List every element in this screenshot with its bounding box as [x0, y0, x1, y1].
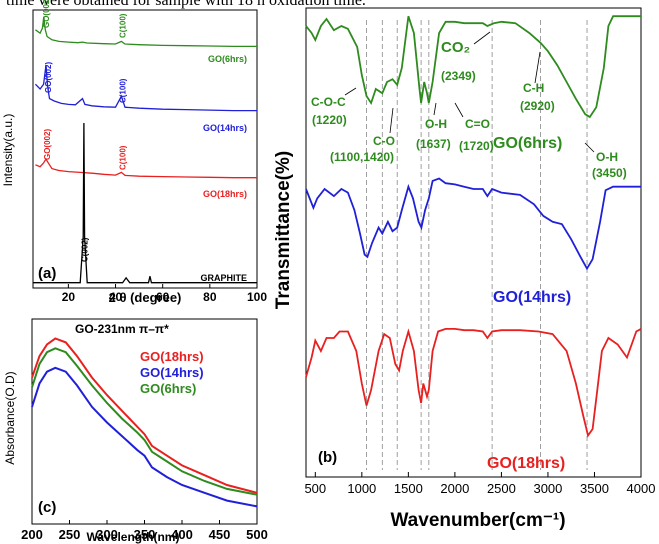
panel-b-annotation-value: (1637)	[416, 137, 451, 151]
panel-b-annotation-value: (1100,1420)	[330, 150, 394, 164]
panel-a-series-line	[35, 157, 257, 179]
panel-b-annotation-arrow	[389, 107, 394, 134]
panel-a-series-label: GO(6hrs)	[208, 54, 247, 64]
panel-a-series-label: GO(14hrs)	[203, 123, 247, 133]
panel-b-annotation-label: O-H	[596, 150, 618, 164]
panel-a-series-line	[35, 16, 257, 48]
panel-c-annotation: GO-231nm π–π*	[75, 322, 169, 336]
panel-a-xtick-label: 20	[62, 290, 76, 304]
panel-a-series-label: GRAPHITE	[200, 273, 247, 283]
panel-c-series-line	[31, 366, 258, 508]
panel-c-xtick-label: 450	[209, 527, 231, 542]
panel-c-xtick-label: 500	[246, 527, 268, 542]
panel-b-annotation-label: C-H	[523, 81, 544, 95]
panel-b-annotation-value: (1220)	[312, 113, 347, 127]
panel-b-xtick-label: 2500	[487, 481, 516, 496]
panel-b-frame	[305, 7, 642, 478]
panel-c-xlabel: Wavelength(nm)	[87, 530, 180, 544]
panel-b-xtick-label: 2000	[440, 481, 469, 496]
panel-c-xtick-label: 400	[171, 527, 193, 542]
panel-b-xtick-label: 1000	[347, 481, 376, 496]
panel-a-series-line	[34, 64, 257, 112]
panel-a-peak-label: C(100)	[118, 13, 127, 38]
panel-b-annotation-value: (2920)	[520, 99, 555, 113]
figure-caption-fragment: time were obtained for sample with 18 h …	[6, 0, 366, 9]
panel-b-xtick-label: 3500	[580, 481, 609, 496]
panel-b-xlabel: Wavenumber(cm⁻¹)	[390, 510, 565, 531]
panel-b-xtick-label: 1500	[394, 481, 423, 496]
panel-c-xtick-label: 350	[134, 527, 156, 542]
panel-a-peak-label: GO(002)	[42, 0, 51, 28]
panel-c-legend-entry: GO(14hrs)	[140, 365, 204, 380]
panel-b-annotation-value: (1720)	[459, 139, 494, 153]
panel-b-series-line	[305, 328, 642, 438]
panel-b-ylabel: Transmittance(%)	[273, 151, 294, 309]
panel-c-xtick-label: 300	[96, 527, 118, 542]
panel-c-series-line	[31, 347, 258, 496]
panel-b-annotation-value: (2349)	[441, 69, 476, 83]
panel-a-xtick-label: 100	[247, 290, 267, 304]
panel-b-annotation-label: C=O	[465, 117, 490, 131]
panel-b-series-line	[305, 177, 641, 271]
panel-c-series-line	[31, 337, 258, 494]
panel-c-ylabel: Absorbance(O.D)	[3, 371, 17, 464]
panel-b-annotation-arrow	[433, 102, 437, 116]
panel-b-xtick-label: 3000	[533, 481, 562, 496]
panel-b-annotation-label: C-O	[373, 134, 395, 148]
panel-b-xtick-label: 500	[304, 481, 326, 496]
panel-a-series-line	[33, 122, 257, 284]
panel-a-peak-label: C(100)	[118, 145, 127, 170]
panel-c-legend-entry: GO(6hrs)	[140, 381, 196, 396]
panel-a-xlabel: 2 θ (degree)	[109, 290, 182, 305]
panel-a-xtick-label: 40	[109, 290, 123, 304]
panel-b-series-line	[305, 15, 641, 119]
panel-b-series-label: GO(18hrs)	[487, 455, 565, 472]
panel-b-label: (b)	[318, 449, 337, 466]
panel-b-annotation-arrow	[344, 87, 357, 96]
panel-b-annotation-label: O-H	[425, 117, 447, 131]
panel-b-annotation-arrow	[454, 102, 464, 118]
panel-b-annotation-arrow	[534, 51, 541, 84]
panel-a-xtick-label: 60	[156, 290, 170, 304]
panel-a-peak-label: C(002)	[81, 237, 90, 262]
panel-c-xtick-label: 250	[59, 527, 81, 542]
panel-a-series-label: GO(18hrs)	[203, 189, 247, 199]
panel-a-peak-label: GO(002)	[44, 62, 53, 93]
panel-a-label: (a)	[38, 265, 56, 282]
panel-b-annotation-value: (3450)	[592, 166, 627, 180]
panel-b-annotation-label: C-O-C	[311, 95, 346, 109]
panel-a-frame	[32, 9, 258, 289]
panel-c-label: (c)	[38, 499, 56, 516]
panel-b-xtick-label: 4000	[627, 481, 656, 496]
panel-b-annotation-arrow	[584, 142, 595, 153]
panel-b-series-label: GO(14hrs)	[493, 289, 571, 306]
panel-c-legend-entry: GO(18hrs)	[140, 349, 204, 364]
panel-b-series-label: GO(6hrs)	[493, 135, 562, 152]
panel-a-ylabel: Intensity(a.u.)	[1, 114, 15, 187]
panel-b-annotation-label: CO₂	[441, 39, 470, 56]
panel-a-xtick-label: 80	[203, 290, 217, 304]
panel-a-peak-label: C(100)	[118, 78, 127, 103]
panel-b-annotation-arrow	[473, 31, 491, 45]
panel-c-xtick-label: 200	[21, 527, 43, 542]
panel-a-peak-label: GO(002)	[43, 129, 52, 160]
